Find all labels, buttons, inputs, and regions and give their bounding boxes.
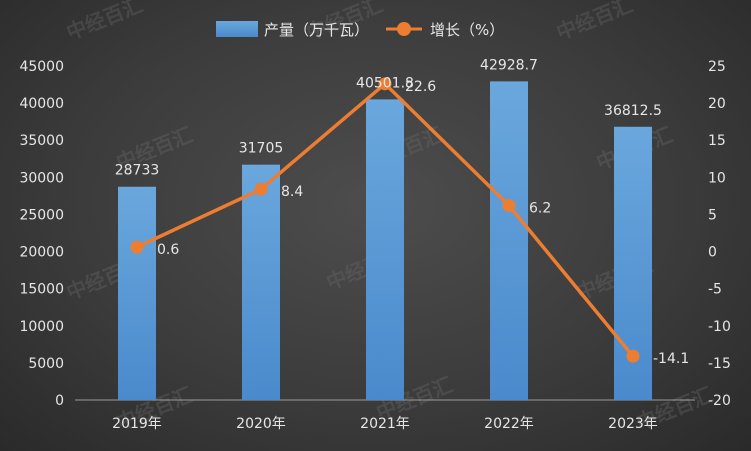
y-left-tick-label: 25000 [19,207,64,223]
x-tick-label: 2019年 [112,416,162,432]
data-labels: 28733 31705 40501.8 42928.7 36812.5 0.6 8.4 22.… [115,57,690,367]
growth-value-label: 6.2 [529,201,551,217]
x-tick-label: 2021年 [360,416,410,432]
y-right-tick-label: 25 [708,59,726,75]
growth-value-label: 8.4 [281,184,303,200]
growth-value-label: -14.1 [653,351,689,367]
legend-bar-swatch [216,21,258,37]
growth-point [378,77,392,91]
bar [366,99,404,400]
growth-value-label: 0.6 [157,242,179,258]
bar-value-label: 31705 [239,141,284,157]
growth-point [502,199,516,213]
y-right-tick-label: 15 [708,133,726,149]
y-left-tick-label: 5000 [28,356,64,372]
x-tick-label: 2022年 [484,416,534,432]
y-left-tick-label: 40000 [19,96,64,112]
y-right-tick-label: -5 [708,282,722,298]
x-tick-label: 2020年 [236,416,286,432]
y-right-tick-label: -10 [708,319,731,335]
growth-point [254,182,268,196]
y-right-tick-label: -20 [708,393,731,409]
legend-bar-label: 产量（万千瓦） [264,21,369,39]
bar [118,186,156,400]
y-right-tick-label: 5 [708,207,717,223]
y-right-tick-label: 10 [708,170,726,186]
y-left-tick-label: 35000 [19,133,64,149]
bar-series [118,81,652,401]
line-series [130,77,640,363]
y-right-tick-label: 20 [708,96,726,112]
legend-line-label: 增长（%） [430,21,504,39]
bar-value-label: 42928.7 [480,57,538,73]
y-right-tick-label: -15 [708,356,731,372]
bar-value-label: 28733 [115,163,160,179]
y-right-tick-label: 0 [708,245,717,261]
y-left-tick-label: 15000 [19,282,64,298]
watermark-text: 中经百汇 [553,0,636,45]
y-left-tick-label: 30000 [19,170,64,186]
growth-value-label: 22.6 [405,79,436,95]
bar [242,164,280,400]
legend: 产量（万千瓦） 增长（%） [216,21,504,39]
y-left-tick-label: 45000 [19,59,64,75]
growth-point [130,240,144,254]
watermark-text: 中经百汇 [63,0,146,45]
y-left-tick-label: 0 [55,393,64,409]
legend-line-marker [397,22,411,36]
bar-value-label: 40501.8 [356,75,414,91]
growth-point [626,349,640,363]
axes: 0 5000 10000 15000 20000 25000 30000 35000 40000… [19,59,730,432]
y-left-tick-label: 20000 [19,245,64,261]
x-tick-label: 2023年 [608,416,658,432]
y-left-tick-label: 10000 [19,319,64,335]
bar-value-label: 36812.5 [604,103,662,119]
bar [490,81,528,400]
